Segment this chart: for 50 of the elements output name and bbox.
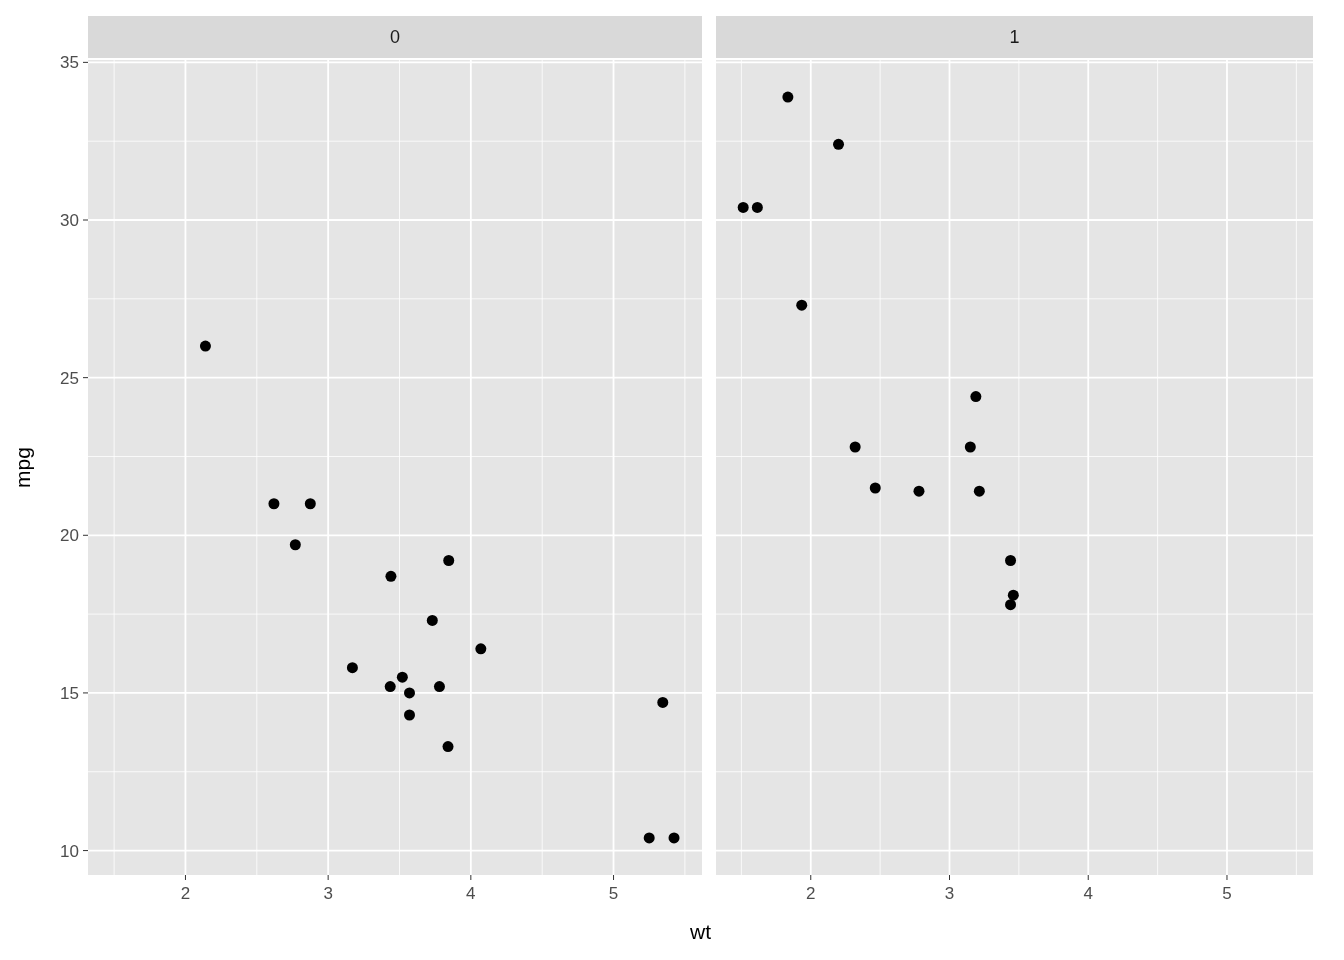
point (304, 498, 316, 510)
point (869, 482, 881, 494)
point (657, 696, 669, 708)
point (668, 832, 680, 844)
x-tick-label: 2 (180, 884, 191, 903)
point (643, 832, 655, 844)
point (384, 681, 396, 693)
x-tick-label: 5 (608, 884, 619, 903)
point (289, 539, 301, 551)
point (346, 662, 358, 674)
point (403, 709, 415, 721)
point (737, 201, 749, 213)
point (433, 681, 445, 693)
chart-title: 0 (389, 27, 401, 47)
y-tick-label: 10 (60, 841, 79, 861)
point (199, 340, 211, 352)
x-axis-title: wt (689, 920, 712, 943)
y-tick-label: 25 (60, 368, 79, 388)
point (973, 485, 985, 497)
y-tick-label: 20 (60, 526, 79, 546)
point (849, 441, 861, 453)
point (426, 614, 438, 626)
x-tick-label: 3 (944, 884, 955, 903)
point (396, 671, 408, 683)
x-tick-label: 4 (1083, 884, 1093, 903)
point (964, 441, 976, 453)
point (443, 555, 455, 567)
x-tick-label: 4 (466, 884, 476, 903)
y-axis-title: mpg (11, 447, 34, 488)
point (1007, 589, 1019, 601)
point (475, 643, 487, 655)
point (1005, 555, 1017, 567)
point (1005, 599, 1017, 611)
point (782, 91, 794, 103)
x-tick-label: 5 (1222, 884, 1232, 903)
x-tick-label: 3 (323, 884, 333, 903)
point (385, 570, 397, 582)
point (970, 391, 982, 403)
chart-title: 1 (1009, 27, 1020, 47)
point (268, 498, 280, 510)
x-tick-label: 2 (806, 884, 816, 903)
y-tick-label: 35 (60, 53, 79, 73)
y-tick-label: 30 (60, 211, 79, 230)
point (796, 299, 808, 311)
point (751, 201, 763, 213)
point (442, 741, 454, 753)
point (403, 687, 415, 699)
point (913, 485, 925, 497)
y-tick-label: 15 (60, 683, 79, 703)
point (833, 138, 845, 150)
